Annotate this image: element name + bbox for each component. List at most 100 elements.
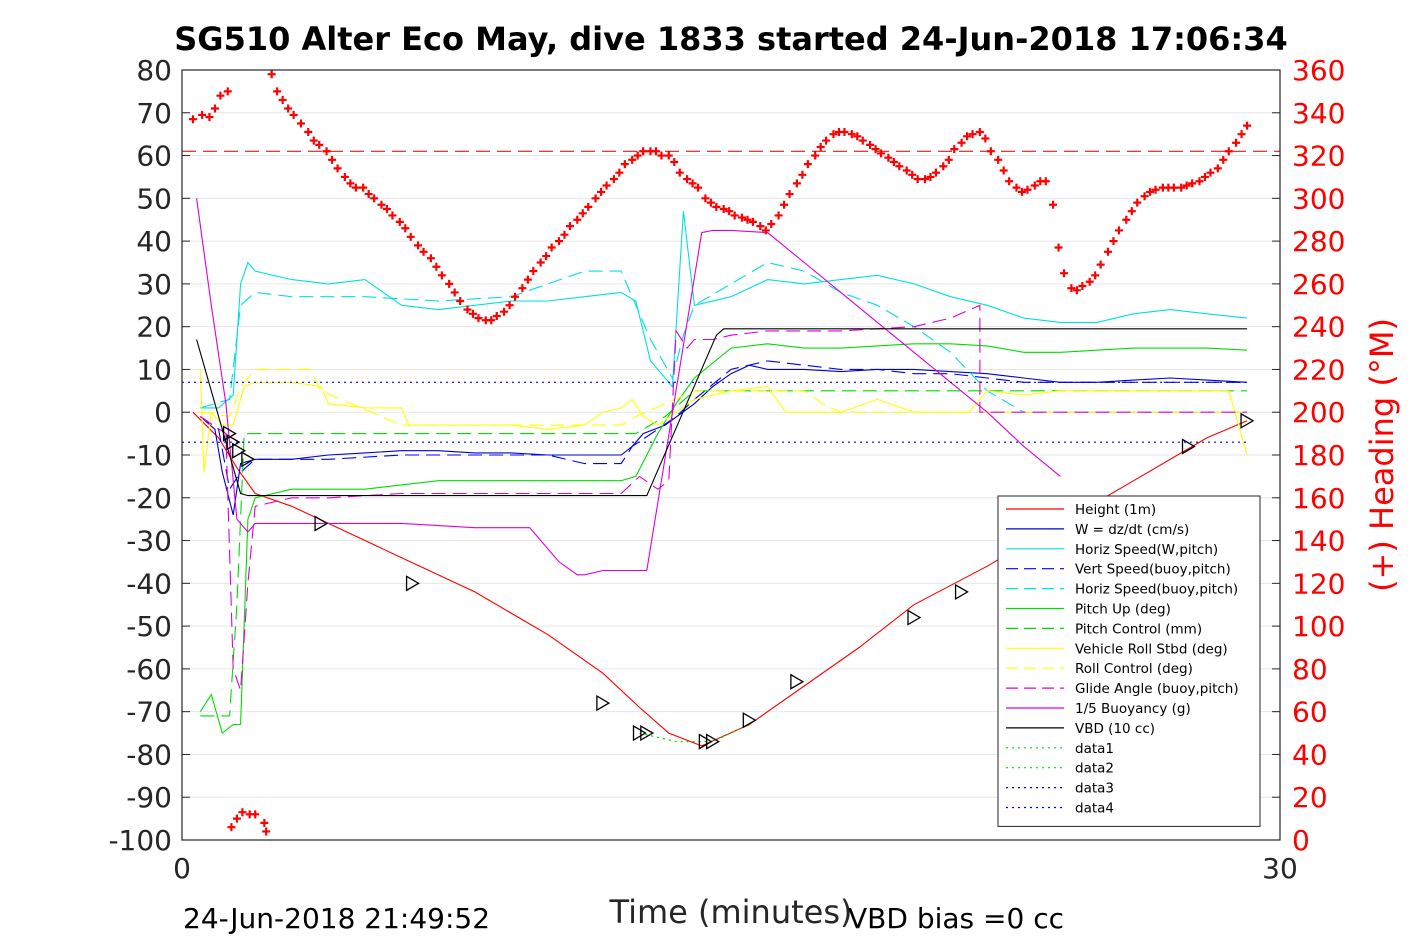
heading-point <box>847 130 856 139</box>
heading-point <box>706 198 715 207</box>
triangle-marker <box>241 451 256 468</box>
y-right-tick-label: 140 <box>1292 525 1345 558</box>
heading-point <box>289 110 298 119</box>
heading-point <box>542 252 551 261</box>
heading-point <box>981 134 990 143</box>
heading-point <box>816 143 825 151</box>
heading-point <box>694 183 703 192</box>
y-tick-label: -60 <box>126 653 172 686</box>
heading-point <box>445 279 454 288</box>
legend-entry: data1 <box>1075 741 1114 757</box>
triangle-marker <box>632 724 647 742</box>
legend-entry: W = dz/dt (cm/s) <box>1075 522 1189 538</box>
heading-point <box>1151 185 1160 194</box>
heading-point <box>359 183 368 192</box>
heading-point <box>748 217 757 226</box>
heading-point <box>895 162 904 171</box>
legend-entry: data2 <box>1075 761 1114 777</box>
heading-markers <box>188 70 1252 836</box>
heading-point <box>364 190 373 199</box>
heading-point <box>309 136 318 145</box>
heading-point <box>1200 172 1209 181</box>
y-right-tick-label: 280 <box>1292 225 1345 258</box>
legend-entry: Horiz Speed(buoy,pitch) <box>1075 582 1238 598</box>
heading-point <box>205 113 214 122</box>
y-right-tick-label: 200 <box>1292 396 1345 429</box>
heading-point <box>803 160 812 169</box>
footer-timestamp: 24-Jun-2018 21:49:52 <box>183 902 490 935</box>
heading-point <box>1054 243 1063 252</box>
heading-point <box>382 205 391 214</box>
y-tick-label: -90 <box>126 781 172 814</box>
heading-point <box>296 119 305 128</box>
heading-point <box>267 70 276 79</box>
triangle-markers <box>222 412 1255 750</box>
heading-point <box>968 130 977 139</box>
x-axis: 0 30 <box>173 832 1298 885</box>
heading-point <box>792 179 801 188</box>
heading-point <box>963 132 972 141</box>
heading-point <box>829 130 838 139</box>
heading-point <box>902 166 911 175</box>
heading-point <box>456 297 465 305</box>
y-tick-label: 60 <box>136 140 172 173</box>
heading-point <box>712 202 721 211</box>
heading-point <box>529 267 538 276</box>
heading-point <box>628 155 637 164</box>
heading-point <box>262 827 271 836</box>
triangle-marker <box>790 673 805 690</box>
y-tick-label: 50 <box>136 182 172 215</box>
heading-point <box>811 151 820 160</box>
heading-point <box>597 187 606 196</box>
y-tick-label: 80 <box>136 54 172 87</box>
heading-point <box>761 226 770 235</box>
x-tick-label: 30 <box>1262 852 1298 885</box>
legend-entry: Pitch Up (deg) <box>1075 602 1171 618</box>
heading-point <box>1224 147 1233 156</box>
heading-point <box>609 175 618 184</box>
y-right-tick-label: 300 <box>1292 182 1345 215</box>
heading-point <box>871 145 880 154</box>
heading-point <box>975 128 984 137</box>
legend-entry: Glide Angle (buoy,pitch) <box>1075 681 1239 697</box>
heading-point <box>986 147 995 156</box>
heading-point <box>401 224 410 233</box>
heading-point <box>756 222 765 231</box>
heading-point <box>1060 269 1069 278</box>
heading-point <box>730 211 739 220</box>
legend-entry: data3 <box>1075 781 1114 797</box>
heading-point <box>227 823 236 832</box>
heading-point <box>238 808 247 817</box>
series-line <box>200 368 1248 426</box>
heading-point <box>1133 198 1142 207</box>
heading-point <box>333 164 342 173</box>
heading-point <box>1103 247 1112 256</box>
heading-point <box>1206 168 1215 177</box>
y-right-tick-label: 20 <box>1292 781 1328 814</box>
heading-point <box>889 157 898 166</box>
series-layer <box>182 150 1280 747</box>
heading-point <box>683 175 692 184</box>
heading-point <box>1012 183 1021 192</box>
heading-point <box>1177 183 1186 192</box>
heading-point <box>866 140 875 149</box>
heading-point <box>1114 226 1123 235</box>
y-right-tick-label: 360 <box>1292 54 1345 87</box>
triangle-marker <box>640 724 655 742</box>
heading-point <box>664 151 673 160</box>
heading-point <box>536 258 545 267</box>
heading-point <box>1182 181 1191 190</box>
heading-point <box>939 162 948 171</box>
heading-point <box>774 211 783 220</box>
y-right-tick-label: 160 <box>1292 482 1345 515</box>
heading-point <box>560 230 569 239</box>
heading-point <box>767 220 776 228</box>
heading-point <box>853 132 862 141</box>
triangle-marker <box>314 515 329 532</box>
heading-point <box>999 166 1008 175</box>
series-line <box>199 304 1248 691</box>
heading-point <box>1188 179 1197 188</box>
heading-point <box>926 172 935 181</box>
heading-point <box>487 316 496 325</box>
heading-point <box>198 110 207 119</box>
